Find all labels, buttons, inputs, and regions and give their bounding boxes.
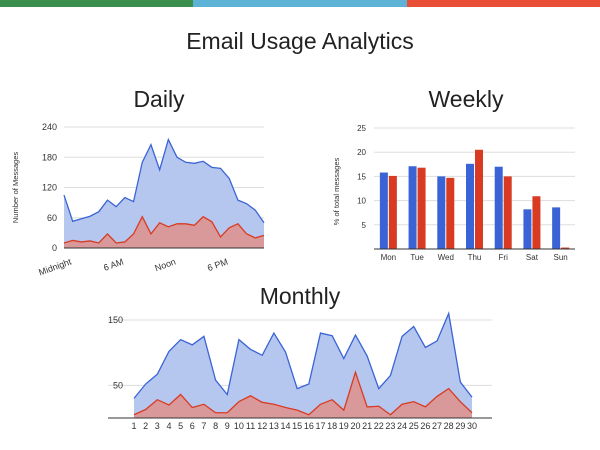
monthly-x-tick-label: 8 [213, 421, 218, 431]
weekly-bar-series-1 [466, 163, 474, 249]
daily-y-tick-label: 240 [42, 122, 57, 132]
weekly-bar-series-2 [532, 196, 541, 249]
daily-chart-title: Daily [133, 86, 185, 112]
daily-line-series-1 [63, 137, 265, 224]
weekly-x-tick-label: Mon [381, 253, 397, 262]
monthly-x-tick-label: 27 [432, 421, 442, 431]
monthly-x-tick-label: 30 [467, 421, 477, 431]
monthly-x-tick-label: 14 [281, 421, 291, 431]
weekly-bar-series-1 [552, 207, 561, 249]
monthly-x-tick-label: 12 [257, 421, 267, 431]
weekly-chart-title: Weekly [429, 86, 504, 112]
weekly-bar-series-2 [446, 177, 455, 249]
monthly-area-series-1 [134, 313, 472, 418]
monthly-x-tick-label: 5 [178, 421, 183, 431]
monthly-y-tick-label: 50 [113, 380, 123, 390]
daily-x-tick-label: Noon [153, 256, 177, 273]
weekly-x-tick-label: Wed [438, 253, 454, 262]
daily-y-tick-label: 120 [42, 183, 57, 193]
weekly-bar-series-1 [523, 209, 532, 249]
weekly-chart: Weekly 5 10 15 20 25 % of total messages Mon Tue… [332, 86, 575, 262]
monthly-x-tick-label: 29 [455, 421, 465, 431]
monthly-x-tick-label: 26 [420, 421, 430, 431]
monthly-x-tick-label: 13 [269, 421, 279, 431]
monthly-x-tick-label: 22 [374, 421, 384, 431]
monthly-x-tick-label: 24 [397, 421, 407, 431]
weekly-y-tick-label: 5 [362, 221, 367, 230]
monthly-x-tick-label: 7 [201, 421, 206, 431]
weekly-y-tick-label: 20 [357, 148, 366, 157]
monthly-line-series-1 [133, 311, 473, 399]
weekly-bar-series-2 [475, 149, 483, 249]
daily-area-series-1 [64, 139, 264, 248]
monthly-x-tick-label: 15 [292, 421, 302, 431]
monthly-x-tick-label: 28 [444, 421, 454, 431]
daily-y-axis-label: Number of Messages [11, 152, 20, 224]
monthly-y-tick-label: 150 [108, 315, 123, 325]
weekly-x-tick-label: Fri [499, 253, 509, 262]
monthly-chart-title: Monthly [260, 283, 341, 309]
monthly-x-tick-label: 17 [315, 421, 325, 431]
monthly-x-tick-label: 4 [166, 421, 171, 431]
weekly-bar-series-2 [388, 175, 397, 249]
monthly-x-tick-label: 3 [155, 421, 160, 431]
monthly-x-tick-label: 25 [409, 421, 419, 431]
monthly-x-tick-label: 23 [385, 421, 395, 431]
weekly-bar-series-2 [503, 176, 512, 249]
monthly-x-tick-label: 18 [327, 421, 337, 431]
daily-x-tick-label: 6 AM [102, 256, 125, 272]
monthly-line-series-2 [133, 370, 473, 416]
monthly-x-tick-label: 20 [350, 421, 360, 431]
monthly-x-tick-label: 11 [246, 421, 255, 431]
monthly-x-tick-label: 16 [304, 421, 314, 431]
monthly-x-tick-label: 10 [234, 421, 244, 431]
weekly-bar-series-1 [437, 176, 446, 249]
monthly-x-tick-label: 21 [362, 421, 372, 431]
weekly-y-axis-label: % of total messages [332, 157, 341, 225]
monthly-x-tick-label: 19 [339, 421, 349, 431]
weekly-x-tick-label: Thu [468, 253, 482, 262]
weekly-y-tick-label: 25 [357, 124, 366, 133]
weekly-bar-series-1 [494, 166, 503, 249]
weekly-bar-series-1 [379, 172, 388, 249]
weekly-x-tick-label: Sat [526, 253, 539, 262]
monthly-x-tick-label: 2 [143, 421, 148, 431]
top-stripe-blue [193, 0, 407, 7]
weekly-bar-series-2 [561, 247, 570, 249]
daily-line-series-2 [63, 215, 265, 244]
daily-area-series-2 [64, 216, 264, 248]
monthly-area-series-2 [134, 372, 472, 418]
weekly-y-tick-label: 15 [357, 172, 366, 181]
daily-y-tick-label: 180 [42, 152, 57, 162]
daily-x-tick-label: 6 PM [206, 256, 229, 273]
monthly-x-tick-label: 1 [131, 421, 136, 431]
top-stripe-green [0, 0, 193, 7]
weekly-x-tick-label: Tue [410, 253, 424, 262]
daily-chart: Daily 0 60 120 180 240 Number of Messages Midni… [11, 86, 265, 278]
top-stripe-red [407, 0, 600, 7]
weekly-bar-series-2 [417, 167, 426, 249]
weekly-x-tick-label: Sun [554, 253, 568, 262]
weekly-bar-series-1 [408, 166, 417, 249]
monthly-x-tick-label: 9 [225, 421, 230, 431]
page-title: Email Usage Analytics [186, 28, 414, 54]
daily-x-tick-label: Midnight [37, 256, 73, 277]
daily-y-tick-label: 60 [47, 213, 57, 223]
daily-y-tick-label: 0 [52, 243, 57, 253]
monthly-x-tick-label: 6 [190, 421, 195, 431]
weekly-y-tick-label: 10 [357, 197, 366, 206]
